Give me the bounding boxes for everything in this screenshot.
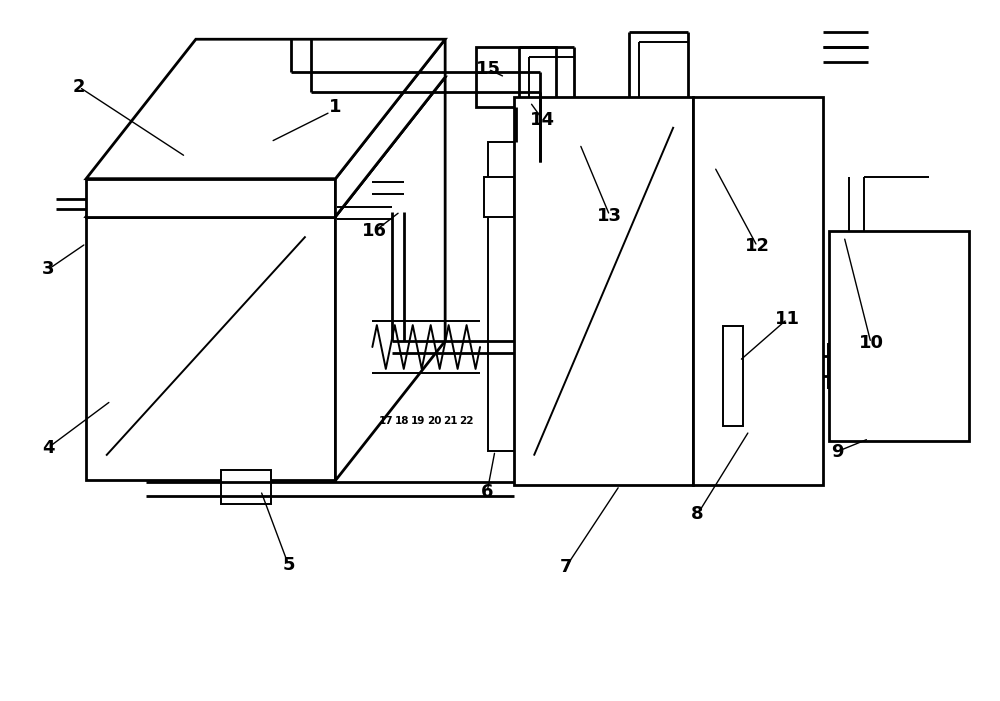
Bar — [221, 470, 271, 505]
Bar — [488, 142, 553, 451]
Bar — [693, 97, 823, 486]
Polygon shape — [335, 39, 445, 217]
Bar — [833, 350, 853, 382]
Text: 4: 4 — [42, 439, 55, 456]
Bar — [86, 217, 335, 480]
Polygon shape — [86, 39, 445, 179]
Bar — [828, 344, 873, 388]
Text: 10: 10 — [858, 334, 883, 352]
Text: 22: 22 — [459, 416, 473, 426]
Text: 8: 8 — [691, 505, 704, 524]
Polygon shape — [335, 77, 445, 480]
Text: 9: 9 — [831, 442, 843, 461]
Text: 21: 21 — [443, 416, 457, 426]
Text: 17: 17 — [379, 416, 394, 426]
Text: 15: 15 — [476, 60, 501, 78]
Bar — [476, 47, 556, 107]
Text: 1: 1 — [329, 98, 342, 116]
Bar — [829, 231, 969, 441]
Text: 7: 7 — [560, 558, 572, 576]
Text: 20: 20 — [427, 416, 441, 426]
Text: 19: 19 — [411, 416, 425, 426]
Polygon shape — [86, 77, 445, 217]
Text: 3: 3 — [42, 260, 55, 278]
Text: 13: 13 — [597, 207, 622, 224]
Bar — [514, 97, 693, 486]
Text: 5: 5 — [282, 556, 295, 574]
Text: 6: 6 — [481, 484, 493, 501]
Text: 14: 14 — [530, 111, 555, 129]
Bar — [723, 326, 743, 426]
Text: 2: 2 — [73, 78, 85, 96]
Text: 11: 11 — [775, 310, 800, 328]
Bar — [484, 177, 514, 217]
Text: 16: 16 — [362, 222, 387, 240]
Text: 12: 12 — [745, 238, 770, 255]
Text: 18: 18 — [395, 416, 410, 426]
Bar — [86, 179, 335, 217]
